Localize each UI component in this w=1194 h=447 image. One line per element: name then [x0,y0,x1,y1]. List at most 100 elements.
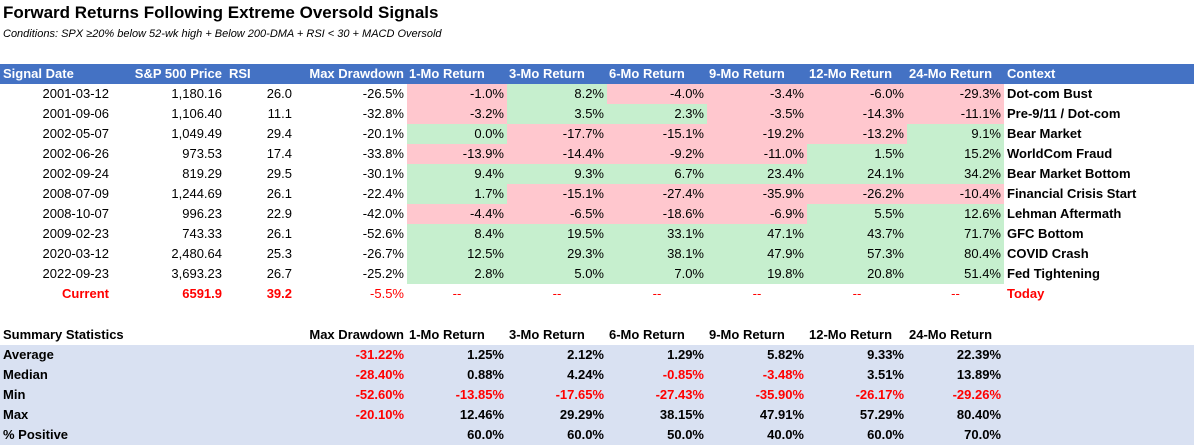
forward-return: -26.2% [807,184,907,204]
summary-label: Average [3,347,54,362]
forward-return: -11.0% [707,144,807,164]
rsi-value: 25.3 [266,246,292,261]
current-return: -- [752,286,762,301]
forward-return: 5.5% [807,204,907,224]
summary-header: Summary Statistics Max Drawdown 1-Mo Retur… [0,325,1194,345]
max-drawdown: -42.0% [362,206,404,221]
signal-date: 2008-07-09 [42,186,110,201]
forward-return: -27.4% [607,184,707,204]
signal-date: 2008-10-07 [42,206,110,221]
forward-return: 23.4% [707,164,807,184]
table-row: 2001-09-06 1,106.40 11.1 -32.8% -3.2% 3.5% 2.3… [0,104,1194,124]
summary-value: 50.0% [667,427,704,442]
signal-date: 2020-03-12 [42,246,110,261]
forward-return: -1.0% [407,84,507,104]
current-label: Current [62,286,109,301]
rsi-value: 11.1 [267,106,292,121]
forward-return: -6.5% [507,204,607,224]
summary-value: 5.82% [767,347,804,362]
summary-row: Min -52.60% -13.85% -17.65% -27.43% -35.90% -2… [0,385,1194,405]
summary-value: 3.51% [867,367,904,382]
summary-row: Median -28.40% 0.88% 4.24% -0.85% -3.48% 3.51%… [0,365,1194,385]
forward-return: 9.3% [507,164,607,184]
context-label: Pre-9/11 / Dot-com [1007,106,1121,121]
max-drawdown: -26.5% [362,86,404,101]
column-header: 6-Mo Return [609,66,685,81]
summary-row: % Positive 60.0% 60.0% 50.0% 40.0% 60.0% 70.0% [0,425,1194,445]
forward-return: 47.1% [707,224,807,244]
summary-drawdown: -31.22% [355,347,404,362]
summary-drawdown: -52.60% [355,387,404,402]
context-label: WorldCom Fraud [1007,146,1113,161]
forward-return: 57.3% [807,244,907,264]
current-return: -- [552,286,562,301]
current-price: 6591.9 [182,286,222,301]
rsi-value: 17.4 [266,146,292,161]
context-label: COVID Crash [1007,246,1089,261]
column-header: 1-Mo Return [409,66,485,81]
summary-value: -29.26% [952,387,1001,402]
summary-column-header: 9-Mo Return [709,327,785,342]
sp500-price: 819.29 [182,166,222,181]
summary-value: 4.24% [567,367,604,382]
page-title: Forward Returns Following Extreme Overso… [3,3,439,22]
forward-return: -13.9% [407,144,507,164]
summary-value: 38.15% [659,407,704,422]
summary-value: 60.0% [867,427,904,442]
rsi-value: 22.9 [266,206,292,221]
sp500-price: 1,106.40 [171,106,222,121]
forward-return: -18.6% [607,204,707,224]
forward-return: -17.7% [507,124,607,144]
forward-return: -3.5% [707,104,807,124]
column-header: Context [1007,66,1056,81]
forward-return: 12.6% [907,204,1004,224]
max-drawdown: -52.6% [362,226,404,241]
max-drawdown: -30.1% [362,166,404,181]
summary-label: Max [3,407,29,422]
summary-value: 0.88% [467,367,504,382]
table-row: 2020-03-12 2,480.64 25.3 -26.7% 12.5% 29.3% 38… [0,244,1194,264]
forward-return: 15.2% [907,144,1004,164]
forward-return: 33.1% [607,224,707,244]
context-label: GFC Bottom [1007,226,1084,241]
forward-return: -3.4% [707,84,807,104]
forward-return: 2.3% [607,104,707,124]
table-row: 2008-07-09 1,244.69 26.1 -22.4% 1.7% -15.1% -2… [0,184,1194,204]
summary-value: 60.0% [567,427,604,442]
table-row: 2022-09-23 3,693.23 26.7 -25.2% 2.8% 5.0% 7.0%… [0,264,1194,284]
signal-date: 2022-09-23 [42,266,110,281]
context-label: Fed Tightening [1007,266,1100,281]
context-label: Lehman Aftermath [1007,206,1122,221]
forward-return: 8.2% [507,84,607,104]
forward-return: -14.4% [507,144,607,164]
forward-return: -6.0% [807,84,907,104]
forward-return: 1.7% [407,184,507,204]
forward-return: 80.4% [907,244,1004,264]
forward-return: 51.4% [907,264,1004,284]
max-drawdown: -26.7% [362,246,404,261]
summary-drawdown: -20.10% [355,407,404,422]
summary-value: 40.0% [767,427,804,442]
signal-date: 2001-09-06 [42,106,110,121]
summary-value: 9.33% [867,347,904,362]
forward-return: 6.7% [607,164,707,184]
context-label: Dot-com Bust [1007,86,1093,101]
sp500-price: 973.53 [182,146,222,161]
column-header: Max Drawdown [309,66,404,81]
summary-row: Max -20.10% 12.46% 29.29% 38.15% 47.91% 57.29%… [0,405,1194,425]
forward-return: 0.0% [407,124,507,144]
max-drawdown: -20.1% [362,126,404,141]
forward-return: 34.2% [907,164,1004,184]
max-drawdown: -22.4% [362,186,404,201]
forward-return: 12.5% [407,244,507,264]
rsi-value: 26.0 [266,86,292,101]
forward-return: -15.1% [607,124,707,144]
column-header: RSI [229,66,251,81]
forward-return: -15.1% [507,184,607,204]
forward-return: 9.4% [407,164,507,184]
table-row: 2001-03-12 1,180.16 26.0 -26.5% -1.0% 8.2% -4.… [0,84,1194,104]
forward-return: -4.4% [407,204,507,224]
summary-value: -0.85% [662,367,704,382]
rsi-value: 29.5 [266,166,292,181]
summary-column-header: 3-Mo Return [509,327,585,342]
